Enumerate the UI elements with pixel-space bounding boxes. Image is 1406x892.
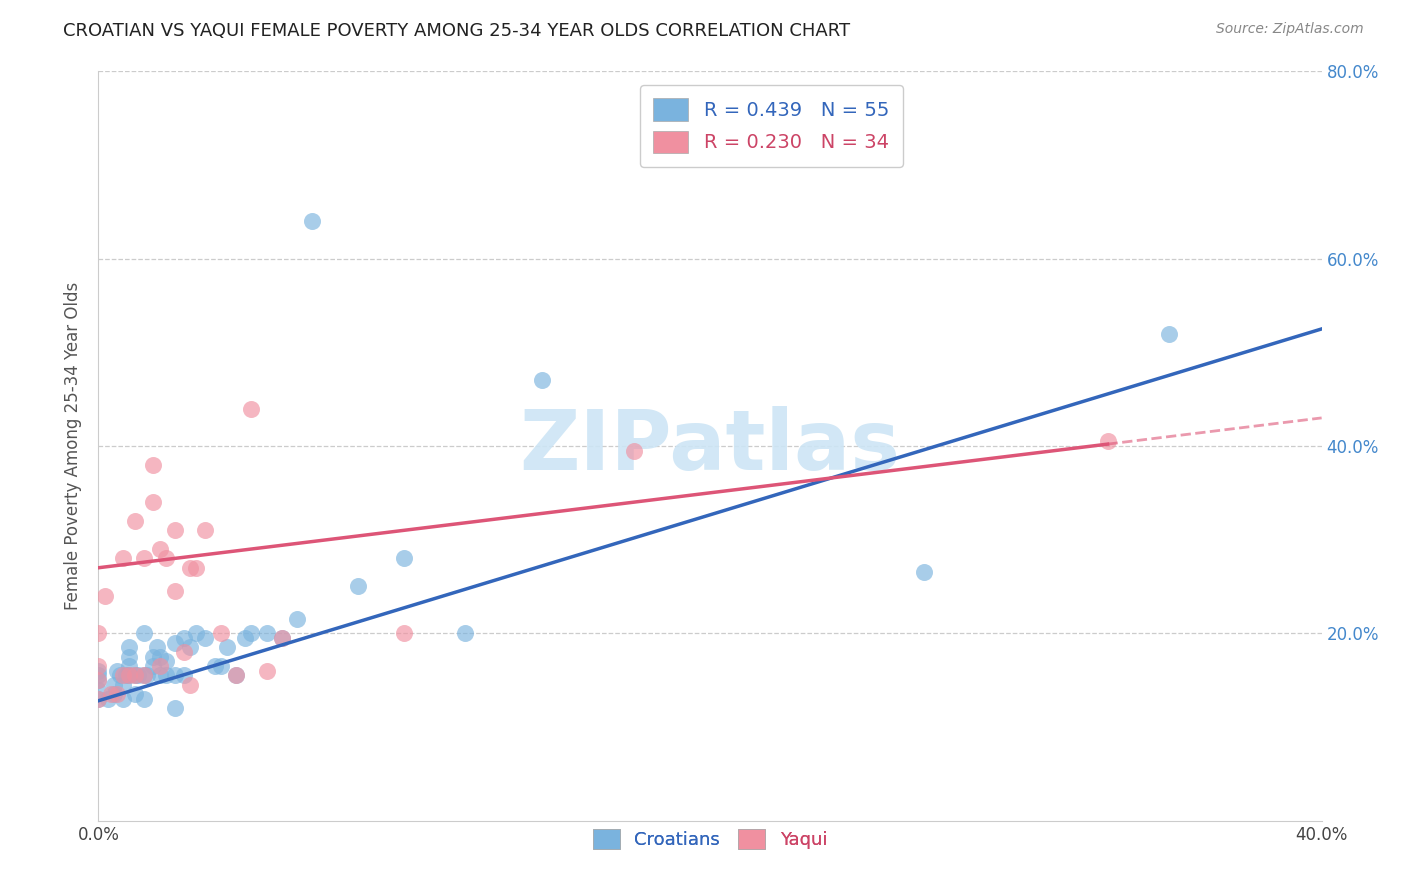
Text: Source: ZipAtlas.com: Source: ZipAtlas.com: [1216, 22, 1364, 37]
Point: [215, 640, 238, 655]
Point: [163, 701, 186, 715]
Point: [124, 514, 146, 528]
Point: [233, 631, 256, 645]
Point: [155, 551, 177, 566]
Point: [105, 687, 128, 701]
Legend: Croatians, Yaqui: Croatians, Yaqui: [586, 822, 834, 856]
Point: [256, 664, 278, 678]
Point: [87, 668, 110, 682]
Point: [1157, 326, 1180, 341]
Point: [209, 626, 232, 640]
Point: [118, 668, 141, 682]
Point: [179, 678, 201, 692]
Point: [87, 626, 110, 640]
Point: [118, 668, 141, 682]
Y-axis label: Female Poverty Among 25-34 Year Olds: Female Poverty Among 25-34 Year Olds: [65, 282, 83, 610]
Point: [194, 631, 217, 645]
Point: [100, 687, 122, 701]
Point: [1097, 434, 1119, 449]
Point: [87, 664, 110, 678]
Point: [134, 551, 156, 566]
Point: [173, 631, 195, 645]
Point: [111, 678, 134, 692]
Point: [347, 580, 370, 594]
Point: [194, 524, 217, 538]
Point: [118, 640, 141, 655]
Point: [111, 551, 134, 566]
Point: [124, 687, 146, 701]
Point: [454, 626, 477, 640]
Point: [103, 678, 125, 692]
Point: [103, 687, 125, 701]
Point: [118, 649, 141, 664]
Point: [285, 612, 308, 626]
Text: CROATIAN VS YAQUI FEMALE POVERTY AMONG 25-34 YEAR OLDS CORRELATION CHART: CROATIAN VS YAQUI FEMALE POVERTY AMONG 2…: [63, 22, 851, 40]
Point: [87, 659, 110, 673]
Point: [163, 584, 186, 599]
Point: [270, 631, 292, 645]
Point: [225, 668, 247, 682]
Point: [87, 673, 110, 688]
Point: [134, 668, 156, 682]
Point: [97, 692, 120, 706]
Point: [136, 668, 159, 682]
Point: [530, 374, 553, 388]
Point: [392, 626, 416, 640]
Point: [124, 668, 146, 682]
Point: [912, 566, 935, 580]
Point: [163, 635, 186, 649]
Point: [142, 659, 165, 673]
Point: [392, 551, 416, 566]
Point: [149, 668, 172, 682]
Point: [118, 659, 141, 673]
Point: [111, 692, 134, 706]
Point: [127, 668, 149, 682]
Point: [87, 673, 110, 688]
Point: [149, 649, 172, 664]
Point: [142, 458, 165, 472]
Point: [87, 692, 110, 706]
Point: [204, 659, 226, 673]
Point: [115, 668, 138, 682]
Point: [240, 626, 263, 640]
Point: [124, 668, 146, 682]
Point: [173, 645, 195, 659]
Point: [149, 542, 172, 557]
Point: [209, 659, 232, 673]
Point: [163, 668, 186, 682]
Point: [134, 692, 156, 706]
Point: [105, 664, 128, 678]
Point: [623, 443, 645, 458]
Point: [111, 668, 134, 682]
Point: [145, 640, 167, 655]
Point: [179, 640, 201, 655]
Text: ZIPatlas: ZIPatlas: [520, 406, 900, 486]
Point: [240, 401, 263, 416]
Point: [225, 668, 247, 682]
Point: [134, 626, 156, 640]
Point: [173, 668, 195, 682]
Point: [142, 495, 165, 509]
Point: [186, 561, 208, 575]
Point: [87, 692, 110, 706]
Point: [134, 668, 156, 682]
Point: [87, 682, 110, 697]
Point: [93, 589, 115, 603]
Point: [179, 561, 201, 575]
Point: [256, 626, 278, 640]
Point: [155, 668, 177, 682]
Point: [155, 655, 177, 669]
Point: [270, 631, 292, 645]
Point: [163, 524, 186, 538]
Point: [108, 668, 131, 682]
Point: [186, 626, 208, 640]
Point: [149, 659, 172, 673]
Point: [301, 214, 323, 228]
Point: [142, 649, 165, 664]
